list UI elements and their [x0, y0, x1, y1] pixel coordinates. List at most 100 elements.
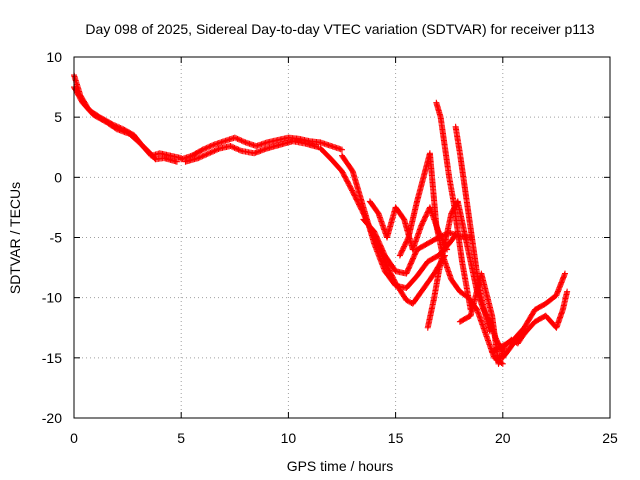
data-point [405, 298, 412, 305]
x-tick-label: 10 [281, 430, 297, 446]
y-tick-label: -15 [42, 350, 62, 366]
x-tick-label: 0 [70, 430, 78, 446]
data-point [196, 154, 203, 161]
data-point [199, 153, 206, 160]
data-point [344, 178, 351, 185]
data-point [403, 297, 410, 304]
data-point [423, 212, 430, 219]
data-point [198, 153, 205, 160]
data-point [208, 149, 215, 156]
data-point [401, 242, 408, 249]
data-point [419, 219, 426, 226]
x-tick-label: 15 [388, 430, 404, 446]
data-point [173, 158, 180, 165]
data-point [404, 297, 411, 304]
y-tick-label: -20 [42, 410, 62, 426]
data-point [418, 222, 425, 229]
data-point [343, 175, 350, 182]
data-marks [71, 72, 571, 367]
data-point [339, 146, 345, 153]
data-point [421, 216, 428, 223]
data-point [238, 137, 245, 144]
data-point [561, 270, 568, 277]
data-point [202, 145, 209, 152]
data-point [195, 155, 202, 162]
grid-lines [74, 57, 610, 418]
series-track-15 [499, 288, 571, 361]
series-track-9 [396, 150, 506, 367]
data-point [404, 235, 411, 242]
data-point [239, 138, 246, 145]
data-point [234, 146, 241, 153]
data-point [212, 147, 219, 154]
series-track-4 [182, 138, 322, 165]
data-point [398, 248, 405, 255]
data-point [420, 217, 427, 224]
data-point [400, 244, 407, 251]
data-point [209, 142, 216, 149]
data-point [340, 170, 347, 177]
data-point [228, 143, 235, 150]
y-tick-label: 5 [54, 109, 62, 125]
data-point [397, 251, 404, 258]
data-point [420, 218, 427, 225]
data-point [206, 143, 213, 150]
data-point [203, 151, 210, 158]
data-point [402, 240, 409, 247]
data-point [237, 137, 244, 144]
data-point [231, 144, 238, 151]
series-track-6 [339, 152, 459, 292]
data-point [564, 288, 571, 295]
data-point [206, 150, 213, 157]
data-point [347, 184, 354, 191]
y-axis-label: SDTVAR / TECUs [7, 182, 23, 294]
data-point [204, 150, 211, 157]
data-point [401, 243, 408, 250]
data-point [422, 214, 429, 221]
data-point [348, 186, 355, 193]
data-point [200, 152, 207, 159]
x-tick-label: 25 [602, 430, 618, 446]
data-point [343, 177, 350, 184]
data-point [232, 145, 239, 152]
data-point [339, 168, 345, 175]
data-point [345, 179, 352, 186]
data-point [396, 252, 403, 259]
data-point [214, 146, 221, 153]
data-point [423, 210, 430, 217]
x-tick-label: 20 [495, 430, 511, 446]
data-point [227, 143, 234, 150]
data-point [349, 187, 356, 194]
data-point [207, 143, 214, 150]
data-point [215, 146, 222, 153]
axis-ticks: 0 5 10 15 20 25 -20 -15 -10 -5 0 5 10 [42, 49, 618, 446]
data-point [404, 237, 411, 244]
data-point [235, 136, 242, 143]
data-point [399, 246, 406, 253]
x-axis-label: GPS time / hours [287, 458, 394, 474]
data-point [211, 147, 218, 154]
data-point [230, 144, 237, 151]
x-tick-label: 5 [177, 430, 185, 446]
data-point [403, 238, 410, 245]
data-point [346, 182, 353, 189]
data-point [342, 174, 349, 181]
data-point [235, 146, 242, 153]
data-point [202, 152, 209, 159]
data-point [403, 239, 410, 246]
data-point [341, 173, 348, 180]
data-point [341, 172, 348, 179]
data-point [210, 148, 217, 155]
y-tick-label: -10 [42, 290, 62, 306]
data-point [233, 135, 240, 142]
data-point [207, 149, 214, 156]
series-track-11 [433, 99, 474, 313]
data-point [347, 183, 354, 190]
data-point [200, 146, 207, 153]
y-tick-label: 10 [46, 49, 62, 65]
data-point [422, 213, 429, 220]
chart-title: Day 098 of 2025, Sidereal Day-to-day VTE… [85, 21, 594, 37]
data-point [399, 247, 406, 254]
